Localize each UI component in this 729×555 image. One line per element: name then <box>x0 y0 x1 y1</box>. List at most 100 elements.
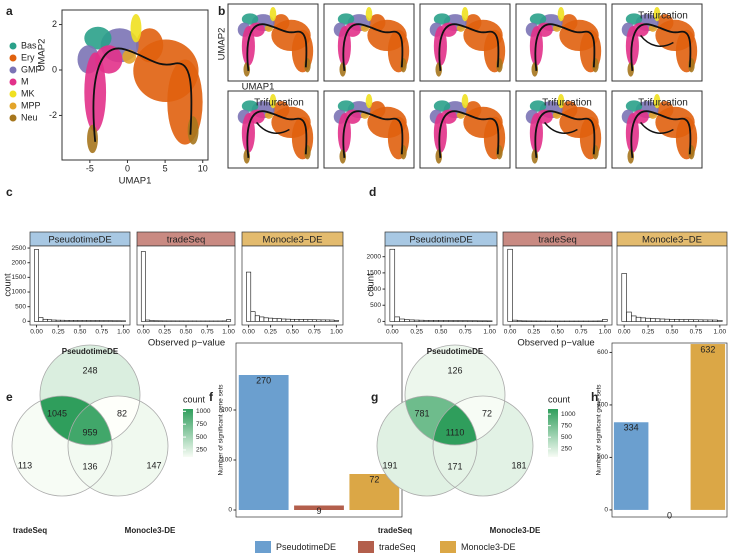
cell-cluster <box>625 100 643 112</box>
cell-cluster <box>561 101 578 119</box>
x-tick-label: 0.50 <box>666 329 679 336</box>
venn-outline <box>376 395 478 497</box>
y-tick-label: -2 <box>49 110 57 120</box>
histogram-bar <box>259 316 265 322</box>
histogram-bar <box>298 319 304 322</box>
histogram-bar <box>621 273 627 322</box>
legend-label: MK <box>21 88 35 98</box>
trajectory <box>342 23 404 72</box>
histogram-bar <box>669 319 675 322</box>
venn-count: 126 <box>447 365 462 375</box>
trajectory <box>640 121 674 134</box>
histogram-bar <box>678 319 685 322</box>
bar <box>613 422 649 510</box>
histogram-bar <box>428 320 434 322</box>
colorbar-title: count <box>548 394 571 404</box>
bar-value-label: 334 <box>624 423 639 433</box>
histogram-bar <box>477 320 483 322</box>
x-tick-label: 0.50 <box>286 329 299 336</box>
y-tick-label: 1500 <box>367 270 382 277</box>
histogram-bar <box>307 319 313 322</box>
bar-value-label: 0 <box>667 510 672 520</box>
histogram-bar <box>34 249 39 322</box>
cell-cluster <box>84 26 112 50</box>
x-tick-label: 0.75 <box>575 329 588 336</box>
cell-cluster <box>337 13 355 25</box>
x-tick-label: 0.00 <box>504 329 517 336</box>
venn-count: 248 <box>82 365 97 375</box>
colorbar-label: 250 <box>561 445 572 452</box>
y-tick-label: 2000 <box>12 259 27 266</box>
facet-panel <box>502 245 613 326</box>
histogram-bar <box>153 320 159 322</box>
panel-label: g <box>371 390 378 404</box>
bar-value-label: 72 <box>369 474 379 484</box>
panel-label: h <box>591 390 598 404</box>
panel-label: d <box>369 185 376 199</box>
histogram-bar <box>457 320 464 322</box>
cell-cluster <box>653 94 661 109</box>
y-axis-label: UMAP2 <box>217 28 228 61</box>
cell-cluster <box>273 14 290 32</box>
histogram-bar <box>112 320 118 322</box>
histogram-bar <box>631 315 637 322</box>
histogram-bar <box>512 319 518 322</box>
cell-cluster <box>241 100 259 112</box>
x-axis-label: UMAP1 <box>242 82 275 93</box>
y-tick-label: 2500 <box>12 245 27 252</box>
trajectory <box>342 110 404 159</box>
histogram-bar <box>246 271 252 322</box>
venn-count: 147 <box>146 460 161 470</box>
small-plot-frame <box>227 3 319 82</box>
small-plot-frame <box>419 90 511 169</box>
x-tick-label: 1.00 <box>330 329 343 336</box>
histogram-bar <box>303 319 309 322</box>
colorbar-label: 750 <box>196 421 207 428</box>
panel-label: c <box>6 185 13 199</box>
panel-label: e <box>6 390 13 404</box>
cell-cluster <box>433 13 451 25</box>
histogram-bar <box>316 319 322 322</box>
histogram-bar <box>121 320 126 322</box>
y-axis-label: UMAP2 <box>37 39 48 72</box>
x-tick-label: 0.75 <box>95 329 108 336</box>
set-label: tradeSeq <box>13 526 47 535</box>
cell-cluster <box>536 109 553 124</box>
facet-label: tradeSeq <box>538 235 577 246</box>
venn-count: 1045 <box>47 408 67 418</box>
venn-clip <box>68 396 168 496</box>
x-tick-label: 1.00 <box>222 329 235 336</box>
x-axis-label: Observed p−value <box>517 338 594 349</box>
cell-cluster <box>344 109 361 124</box>
x-tick-label: 0.75 <box>201 329 214 336</box>
histogram-bar <box>116 320 122 322</box>
y-tick-label: 0 <box>22 318 26 325</box>
x-tick-label: -5 <box>86 163 94 173</box>
histogram-bar <box>707 319 713 322</box>
histogram-bar <box>399 318 405 322</box>
histogram-bar <box>38 317 44 322</box>
cell-cluster <box>657 101 674 119</box>
cell-cluster <box>561 14 578 32</box>
cell-cluster <box>248 109 265 124</box>
legend-marker <box>9 102 17 110</box>
cell-cluster <box>632 109 649 124</box>
cell-cluster <box>529 13 547 25</box>
cell-cluster <box>337 100 355 112</box>
histogram-bar <box>438 320 444 322</box>
legend-marker <box>9 114 17 122</box>
cell-cluster <box>657 14 674 32</box>
y-tick-label: 2000 <box>367 253 382 260</box>
facet-label: tradeSeq <box>167 235 206 246</box>
trajectory <box>544 121 578 134</box>
venn-count: 72 <box>482 408 492 418</box>
histogram-bar <box>409 319 415 322</box>
histogram-bar <box>389 248 396 322</box>
y-axis-label: Number of significant gene sets <box>218 384 225 476</box>
x-tick-label: 0.00 <box>30 329 43 336</box>
histogram-bar <box>276 318 282 322</box>
cell-cluster <box>440 109 457 124</box>
histogram-bar <box>688 319 694 322</box>
facet-label: Monocle3−DE <box>642 235 702 246</box>
histogram-bar <box>664 318 670 322</box>
